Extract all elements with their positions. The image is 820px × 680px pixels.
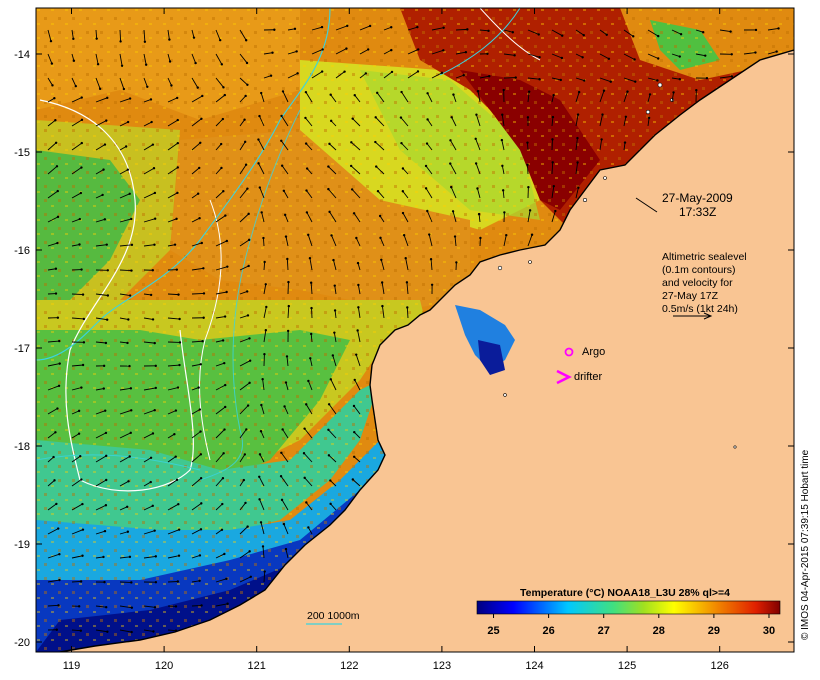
colorbar-tick-label: 28 <box>653 625 665 637</box>
time-label: 17:33Z <box>679 205 716 219</box>
x-tick-label: 124 <box>525 660 543 672</box>
x-tick-label: 123 <box>433 660 451 672</box>
y-tick-label: -19 <box>14 539 30 551</box>
argo-label: Argo <box>582 346 605 358</box>
colorbar-gradient <box>476 600 781 615</box>
x-tick-label: 122 <box>340 660 358 672</box>
x-tick-label: 120 <box>155 660 173 672</box>
date-label: 27-May-2009 <box>662 191 733 205</box>
colorbar-tick-label: 27 <box>598 625 610 637</box>
argo-legend: Argo <box>564 346 605 358</box>
x-tick-label: 121 <box>248 660 266 672</box>
velocity-vectors <box>47 24 780 634</box>
altimetry-line-2: (0.1m contours) <box>662 264 736 276</box>
x-tick-label: 125 <box>618 660 636 672</box>
colorbar-tick-label: 30 <box>763 625 775 637</box>
colorbar-ticks: 25 26 27 28 29 30 <box>487 614 775 637</box>
drifter-legend: drifter <box>556 369 602 385</box>
drifter-marker-icon <box>556 369 572 385</box>
depth-contour <box>36 8 331 361</box>
y-tick-label: -18 <box>14 441 30 453</box>
king-sound-deep <box>478 340 505 375</box>
argo-marker-icon <box>564 347 574 357</box>
altimetry-line-3: and velocity for <box>662 277 733 289</box>
altimetry-legend: Altimetric sealevel (0.1m contours) and … <box>662 251 747 320</box>
sealevel-contour <box>479 8 541 61</box>
axis-ticks: 119 120 121 122 123 124 125 126 -14 -15 -16 -17 -18 -… <box>14 8 794 672</box>
credit-label: © IMOS 04-Apr-2015 07:39:15 Hobart time <box>800 449 811 640</box>
altimetry-line-4: 27-May 17Z <box>662 290 719 302</box>
x-tick-label: 119 <box>63 660 81 672</box>
date-annotation: 27-May-2009 17:33Z <box>635 191 733 219</box>
altimetry-line-1: Altimetric sealevel <box>662 251 747 263</box>
drifter-label: drifter <box>574 371 602 383</box>
altimetry-line-5: 0.5m/s (1kt 24h) <box>662 303 738 315</box>
y-tick-label: -17 <box>14 343 30 355</box>
colorbar-title: Temperature (°C) NOAA18_L3U 28% ql>=4 <box>520 587 730 599</box>
depth-contour <box>439 8 521 76</box>
depth-contours-label: 200 1000m <box>307 610 360 622</box>
y-tick-label: -16 <box>14 245 30 257</box>
coastline <box>59 49 794 652</box>
y-tick-label: -20 <box>14 637 30 649</box>
colorbar: Temperature (°C) NOAA18_L3U 28% ql>=4 25… <box>476 587 781 637</box>
depth-contour <box>199 109 301 481</box>
land <box>60 50 794 652</box>
colorbar-tick-label: 25 <box>487 625 499 637</box>
y-tick-label: -15 <box>14 147 30 159</box>
map-field <box>36 8 794 652</box>
colorbar-tick-label: 29 <box>708 625 720 637</box>
depth-legend: 200 1000m <box>306 610 360 625</box>
colorbar-tick-label: 26 <box>542 625 554 637</box>
y-tick-label: -14 <box>14 49 30 61</box>
map-frame <box>35 7 795 653</box>
sealevel-contour <box>39 99 194 492</box>
x-tick-label: 126 <box>711 660 729 672</box>
islands <box>497 82 737 449</box>
